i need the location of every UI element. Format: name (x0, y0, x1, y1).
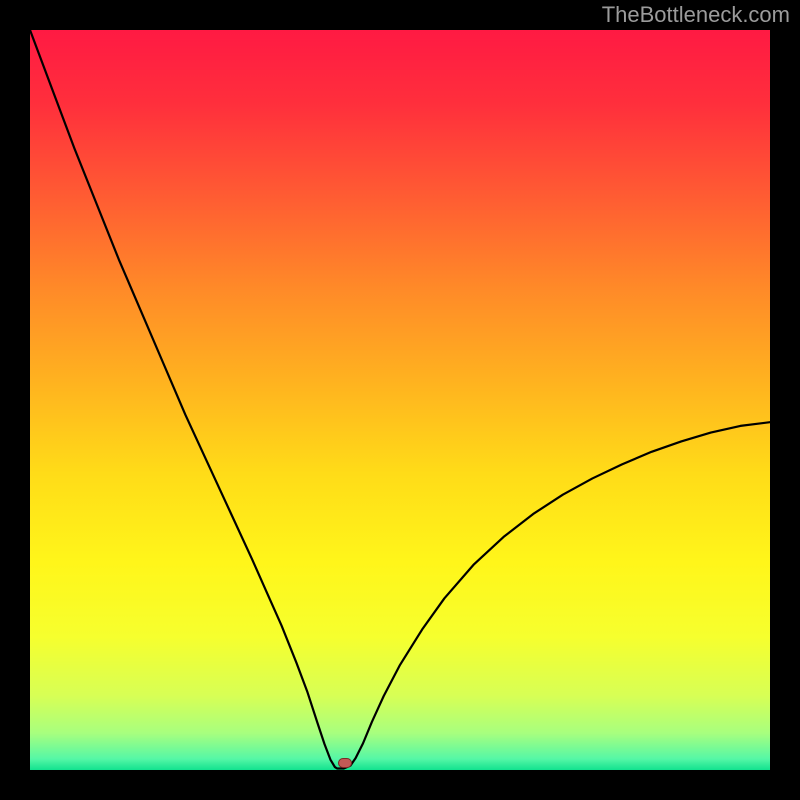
bottleneck-curve (30, 30, 770, 770)
chart-frame: TheBottleneck.com (0, 0, 800, 800)
watermark-text: TheBottleneck.com (602, 2, 790, 28)
optimum-marker (338, 758, 352, 768)
plot-area (30, 30, 770, 770)
